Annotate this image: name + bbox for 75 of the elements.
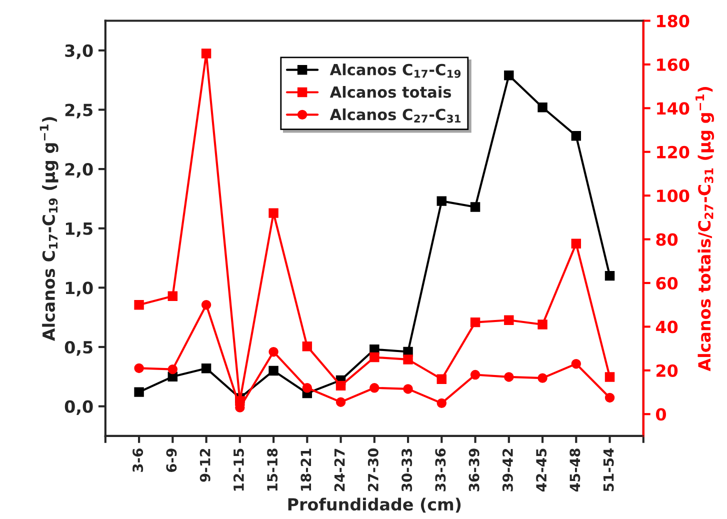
point xyxy=(201,48,212,58)
y2-tick-label: 0 xyxy=(656,408,666,421)
point xyxy=(571,130,582,141)
y-tick-label: 3,0 xyxy=(65,44,93,60)
y-axis-title: Alcanos C$_{17}$-C$_{19}$ (μg g$^{−1}$) xyxy=(40,117,58,341)
x-tick-label: 9-12 xyxy=(200,448,210,482)
point xyxy=(268,366,278,376)
point xyxy=(134,363,144,374)
point xyxy=(604,270,615,281)
y2-tick-label: 80 xyxy=(656,233,678,246)
point xyxy=(571,358,582,369)
point xyxy=(302,383,312,393)
point xyxy=(268,208,278,218)
point xyxy=(336,397,346,407)
y2-tick-label: 140 xyxy=(657,102,690,115)
y-tick-label: 2,5 xyxy=(65,104,92,118)
y2-tick-label: 180 xyxy=(657,14,690,28)
point xyxy=(604,392,615,403)
x-tick-label: 45-48 xyxy=(570,448,580,492)
x-axis-title: Profundidade (cm) xyxy=(288,498,461,513)
point xyxy=(538,320,548,330)
point xyxy=(370,383,380,393)
point xyxy=(336,380,346,391)
y2-tick-label: 40 xyxy=(656,320,678,334)
y2-axis-title: Alcanos totais/C$_{27}$-C$_{31}$ (μg g$^{−1}$) xyxy=(696,87,714,372)
x-tick-label: 12-15 xyxy=(233,448,244,491)
point xyxy=(504,372,514,382)
legend-label: Alcanos C$_{17}$-C$_{19}$ xyxy=(330,64,461,78)
x-tick-label: 15-18 xyxy=(267,448,278,491)
y-tick-label: 1,0 xyxy=(66,282,93,296)
point xyxy=(571,238,582,249)
point xyxy=(504,70,514,80)
point xyxy=(436,398,447,408)
y2-tick-label: 120 xyxy=(657,146,690,158)
y2-tick-label: 160 xyxy=(657,58,690,72)
point xyxy=(134,387,144,397)
x-tick-label: 36-39 xyxy=(468,448,480,492)
point xyxy=(370,352,380,362)
y-tick-label: 1,5 xyxy=(66,222,92,238)
y2-tick-label: 20 xyxy=(656,364,678,377)
point xyxy=(436,374,447,384)
x-tick-label: 39-42 xyxy=(502,448,513,492)
point xyxy=(504,315,514,326)
point xyxy=(436,196,447,206)
y-tick-label: 0,5 xyxy=(64,340,92,356)
point xyxy=(134,300,144,310)
x-tick-label: 30-33 xyxy=(402,448,412,492)
y-tick-label: 2,0 xyxy=(65,163,93,178)
x-tick-label: 18-21 xyxy=(300,448,312,491)
point xyxy=(538,373,548,383)
x-tick-label: 3-6 xyxy=(132,448,144,472)
point xyxy=(201,300,212,310)
x-tick-label: 42-45 xyxy=(536,448,547,492)
point xyxy=(403,384,413,394)
point xyxy=(538,102,548,112)
x-tick-label: 51-54 xyxy=(603,448,614,492)
y-tick-label: 0,0 xyxy=(64,400,93,415)
x-tick-label: 33-36 xyxy=(435,448,446,492)
x-tick-label: 24-27 xyxy=(334,448,345,492)
point xyxy=(470,370,480,380)
x-tick-label: 6-9 xyxy=(166,448,177,472)
point xyxy=(168,291,178,301)
point xyxy=(470,317,480,328)
legend-label: Alcanos C$_{27}$-C$_{31}$ xyxy=(330,108,461,123)
y2-tick-label: 100 xyxy=(657,190,690,202)
x-tick-label: 27-30 xyxy=(368,448,378,492)
point xyxy=(268,346,278,357)
y2-tick-label: 60 xyxy=(656,276,678,290)
point xyxy=(470,202,480,212)
point xyxy=(403,354,413,364)
point xyxy=(168,364,178,374)
point xyxy=(302,342,312,352)
legend-label: Alcanos totais xyxy=(330,86,452,98)
point xyxy=(201,363,212,374)
point xyxy=(604,372,615,382)
